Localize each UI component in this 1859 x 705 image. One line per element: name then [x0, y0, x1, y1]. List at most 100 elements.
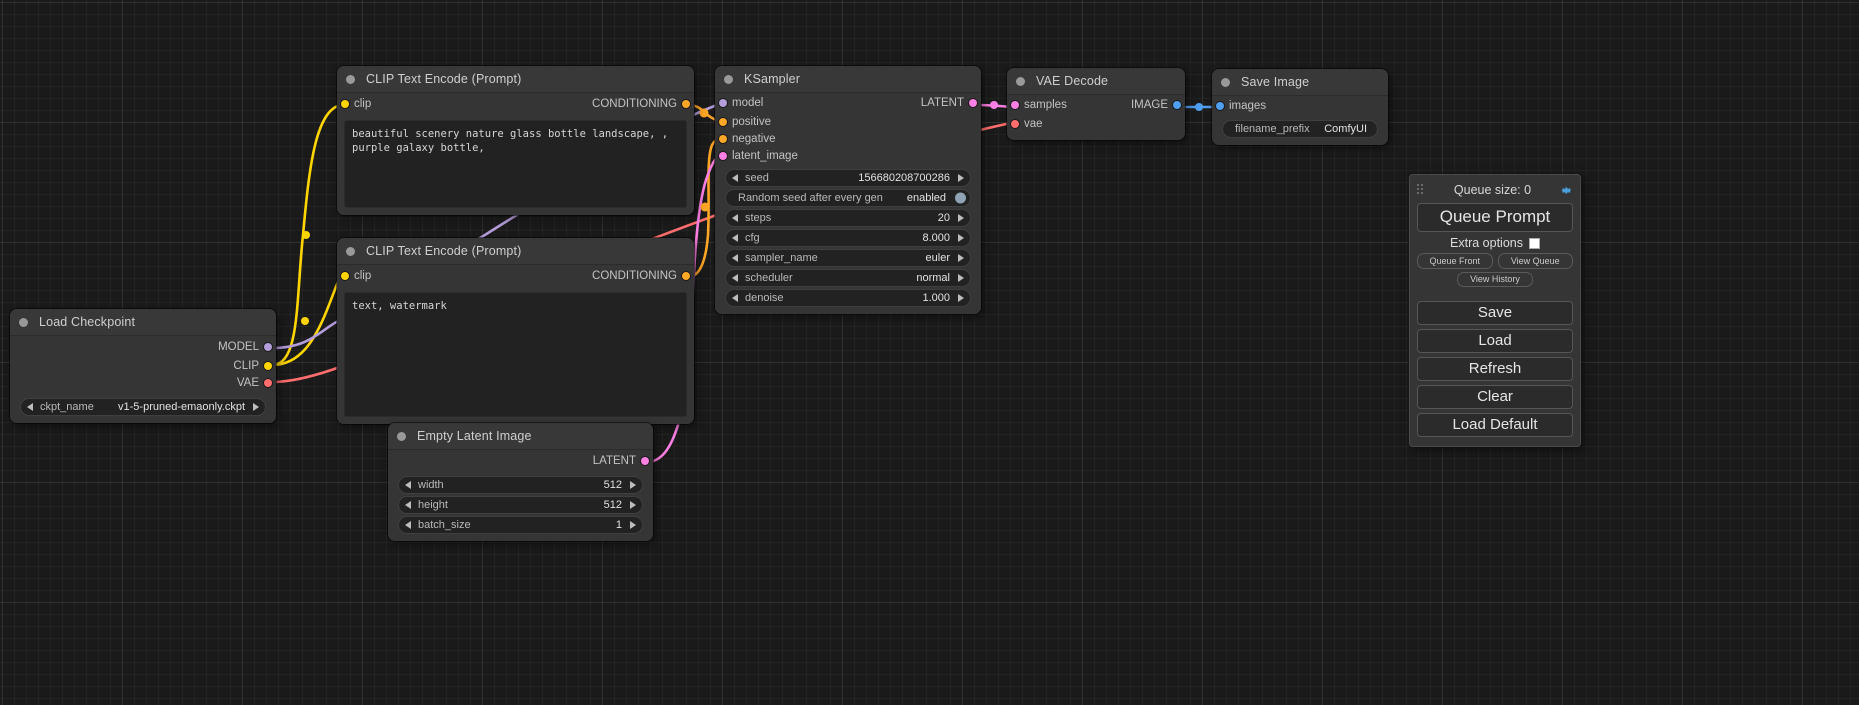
port-conditioning-output[interactable]: [682, 271, 690, 280]
drag-handle-icon[interactable]: [1417, 184, 1425, 196]
widget-value: ComfyUI: [1324, 123, 1367, 135]
increment-icon[interactable]: [958, 254, 964, 262]
port-samples-input[interactable]: [1011, 101, 1019, 109]
node-title: VAE Decode: [1036, 74, 1109, 88]
load-button[interactable]: Load: [1417, 329, 1573, 353]
view-history-button[interactable]: View History: [1457, 271, 1533, 287]
node-empty-latent-image[interactable]: Empty Latent Image LATENT width 512 heig…: [388, 423, 653, 541]
node-title: CLIP Text Encode (Prompt): [366, 72, 522, 86]
load-default-button[interactable]: Load Default: [1417, 413, 1573, 437]
increment-icon[interactable]: [958, 234, 964, 242]
node-ksampler[interactable]: KSampler model LATENT positive negative …: [715, 66, 981, 314]
widget-random-seed-toggle[interactable]: Random seed after every gen enabled: [725, 189, 971, 207]
slot-row-latent: LATENT: [388, 450, 653, 471]
view-queue-button[interactable]: View Queue: [1497, 253, 1573, 269]
increment-icon[interactable]: [958, 294, 964, 302]
port-images-input[interactable]: [1216, 102, 1224, 110]
gear-icon[interactable]: [1560, 184, 1573, 197]
node-collapse-icon[interactable]: [397, 431, 406, 441]
menu-divider-space: [1417, 290, 1573, 301]
node-clip-text-encode-positive[interactable]: CLIP Text Encode (Prompt) clip CONDITION…: [337, 66, 694, 215]
node-title-bar[interactable]: Empty Latent Image: [388, 423, 653, 450]
node-collapse-icon[interactable]: [346, 246, 355, 256]
node-clip-text-encode-negative[interactable]: CLIP Text Encode (Prompt) clip CONDITION…: [337, 238, 694, 424]
decrement-icon[interactable]: [405, 481, 411, 489]
port-clip-input[interactable]: [341, 99, 349, 108]
node-save-image[interactable]: Save Image images filename_prefix ComfyU…: [1212, 69, 1388, 145]
node-collapse-icon[interactable]: [724, 74, 733, 84]
widget-denoise[interactable]: denoise 1.000: [725, 289, 971, 307]
queue-prompt-button[interactable]: Queue Prompt: [1417, 203, 1573, 232]
port-latent-output[interactable]: [969, 99, 977, 107]
decrement-icon[interactable]: [27, 403, 33, 411]
node-body: MODEL CLIP VAE ckpt_name v1-5-pruned-ema…: [10, 336, 276, 423]
decrement-icon[interactable]: [732, 174, 738, 182]
node-collapse-icon[interactable]: [1221, 77, 1230, 87]
port-model-input[interactable]: [719, 99, 727, 107]
decrement-icon[interactable]: [732, 234, 738, 242]
decrement-icon[interactable]: [405, 521, 411, 529]
increment-icon[interactable]: [958, 174, 964, 182]
widget-steps[interactable]: steps 20: [725, 209, 971, 227]
node-title-bar[interactable]: CLIP Text Encode (Prompt): [337, 238, 694, 265]
widget-ckpt-name[interactable]: ckpt_name v1-5-pruned-emaonly.ckpt: [20, 398, 266, 416]
port-latent-image-input[interactable]: [719, 151, 727, 160]
widget-batch-size[interactable]: batch_size 1: [398, 516, 643, 534]
port-vae-input[interactable]: [1011, 120, 1019, 128]
decrement-icon[interactable]: [732, 254, 738, 262]
node-vae-decode[interactable]: VAE Decode samples IMAGE vae: [1007, 68, 1185, 140]
increment-icon[interactable]: [630, 521, 636, 529]
port-clip-output[interactable]: [264, 361, 272, 370]
node-collapse-icon[interactable]: [19, 317, 28, 327]
port-latent-output[interactable]: [641, 456, 649, 465]
slot-label-image: IMAGE: [1130, 99, 1168, 111]
increment-icon[interactable]: [253, 403, 259, 411]
port-vae-output[interactable]: [264, 378, 272, 387]
increment-icon[interactable]: [630, 481, 636, 489]
queue-front-button[interactable]: Queue Front: [1417, 253, 1493, 269]
prompt-text-negative[interactable]: text, watermark: [344, 292, 687, 417]
node-title: Load Checkpoint: [39, 315, 136, 329]
link-dot-negative: [700, 202, 710, 212]
prompt-text-positive[interactable]: beautiful scenery nature glass bottle la…: [344, 120, 687, 208]
widget-cfg[interactable]: cfg 8.000: [725, 229, 971, 247]
port-clip-input[interactable]: [341, 271, 349, 280]
widget-width[interactable]: width 512: [398, 476, 643, 494]
slot-label-model: MODEL: [218, 340, 259, 353]
port-negative-input[interactable]: [719, 134, 727, 143]
refresh-button[interactable]: Refresh: [1417, 357, 1573, 381]
widget-scheduler[interactable]: scheduler normal: [725, 269, 971, 287]
node-title-bar[interactable]: Load Checkpoint: [10, 309, 276, 336]
increment-icon[interactable]: [958, 214, 964, 222]
decrement-icon[interactable]: [405, 501, 411, 509]
decrement-icon[interactable]: [732, 294, 738, 302]
decrement-icon[interactable]: [732, 274, 738, 282]
node-title-bar[interactable]: Save Image: [1212, 69, 1388, 96]
widget-filename-prefix[interactable]: filename_prefix ComfyUI: [1222, 120, 1378, 138]
port-positive-input[interactable]: [719, 117, 727, 126]
increment-icon[interactable]: [630, 501, 636, 509]
node-collapse-icon[interactable]: [1016, 76, 1025, 86]
widget-sampler-name[interactable]: sampler_name euler: [725, 249, 971, 267]
slot-row-vae: VAE: [10, 374, 276, 391]
clear-button[interactable]: Clear: [1417, 385, 1573, 409]
increment-icon[interactable]: [958, 274, 964, 282]
extra-options-row[interactable]: Extra options: [1417, 236, 1573, 250]
slot-row-model: model LATENT: [715, 93, 981, 113]
widget-height[interactable]: height 512: [398, 496, 643, 514]
node-title-bar[interactable]: KSampler: [715, 66, 981, 93]
save-button[interactable]: Save: [1417, 301, 1573, 325]
decrement-icon[interactable]: [732, 214, 738, 222]
widget-seed[interactable]: seed 156680208700286: [725, 169, 971, 187]
node-title-bar[interactable]: CLIP Text Encode (Prompt): [337, 66, 694, 93]
port-conditioning-output[interactable]: [682, 99, 690, 108]
toggle-indicator-icon[interactable]: [955, 192, 966, 204]
port-model-output[interactable]: [264, 342, 272, 351]
node-collapse-icon[interactable]: [346, 74, 355, 84]
node-load-checkpoint[interactable]: Load Checkpoint MODEL CLIP VAE ckpt_name…: [10, 309, 276, 423]
extra-options-checkbox[interactable]: [1528, 237, 1540, 249]
port-image-output[interactable]: [1173, 101, 1181, 109]
comfy-menu-panel[interactable]: Queue size: 0 Queue Prompt Extra options…: [1409, 174, 1581, 447]
node-title-bar[interactable]: VAE Decode: [1007, 68, 1185, 95]
